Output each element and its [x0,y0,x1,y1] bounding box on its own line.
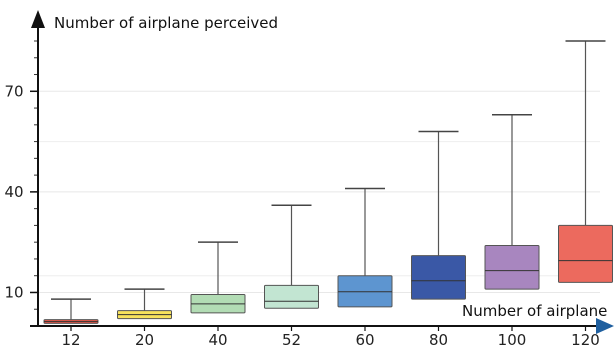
box-iqr [337,275,393,308]
y-tick-label: 40 [4,183,23,201]
y-axis-arrow [31,10,45,28]
box-series [43,40,613,324]
x-tick-label: 80 [429,331,448,347]
y-tick-label: 70 [4,82,23,100]
box-iqr [411,255,466,300]
x-tick-label: 60 [355,331,374,347]
box-40 [190,241,246,314]
x-tick-label: 20 [135,331,154,347]
box-120 [558,40,613,283]
x-axis-arrow [596,318,614,334]
x-tick-label: 120 [571,331,600,347]
x-tick-label: 12 [61,331,80,347]
x-tick-label: 100 [498,331,527,347]
y-axis-ticks: 10 40 70 [4,40,38,327]
box-12 [43,298,99,324]
box-80 [411,130,466,300]
box-52 [264,204,319,309]
y-tick-label: 10 [4,283,23,301]
box-100 [484,114,540,290]
box-60 [337,187,393,308]
box-iqr [558,224,613,283]
box-iqr [264,284,319,309]
x-tick-label: 40 [208,331,227,347]
y-axis-title: Number of airplane perceived [54,14,278,32]
x-axis-tick-labels: 12 20 40 52 60 80 100 120 [61,326,600,347]
box-iqr [484,245,540,290]
x-axis-title: Number of airplane [462,302,607,320]
box-20 [117,288,172,320]
x-tick-label: 52 [282,331,301,347]
